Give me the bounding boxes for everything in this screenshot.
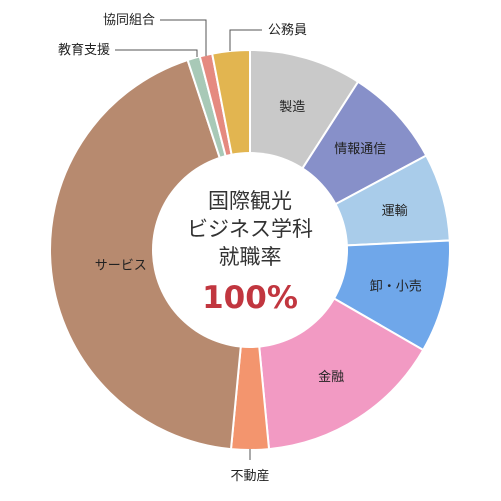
leader-lines-group [115, 19, 262, 460]
slice-label-3: 卸・小売 [370, 278, 422, 294]
slice-label-6: サービス [95, 258, 147, 273]
center-title-line-3: 就職率 [219, 245, 282, 269]
center-title-line-1: 国際観光 [208, 189, 292, 213]
leader-line-8 [160, 19, 207, 56]
center-hole [152, 152, 348, 348]
slice-label-0: 製造 [279, 100, 305, 115]
slice-label-1: 情報通信 [334, 142, 386, 157]
leader-line-7 [115, 49, 198, 57]
slice-label-2: 運輸 [382, 204, 408, 219]
outer-label-9: 公務員 [268, 23, 307, 38]
outer-label-7: 教育支援 [58, 42, 110, 58]
center-title-line-2: ビジネス学科 [187, 217, 313, 241]
outer-label-8: 協同組合 [103, 13, 155, 28]
center-value: 100% [202, 280, 298, 316]
leader-line-9 [229, 29, 262, 51]
slice-6 [49, 58, 252, 451]
slice-label-4: 金融 [318, 369, 344, 385]
center-text-group: 国際観光 ビジネス学科 就職率 100% [187, 189, 313, 316]
outer-label-5: 不動産 [230, 468, 269, 484]
